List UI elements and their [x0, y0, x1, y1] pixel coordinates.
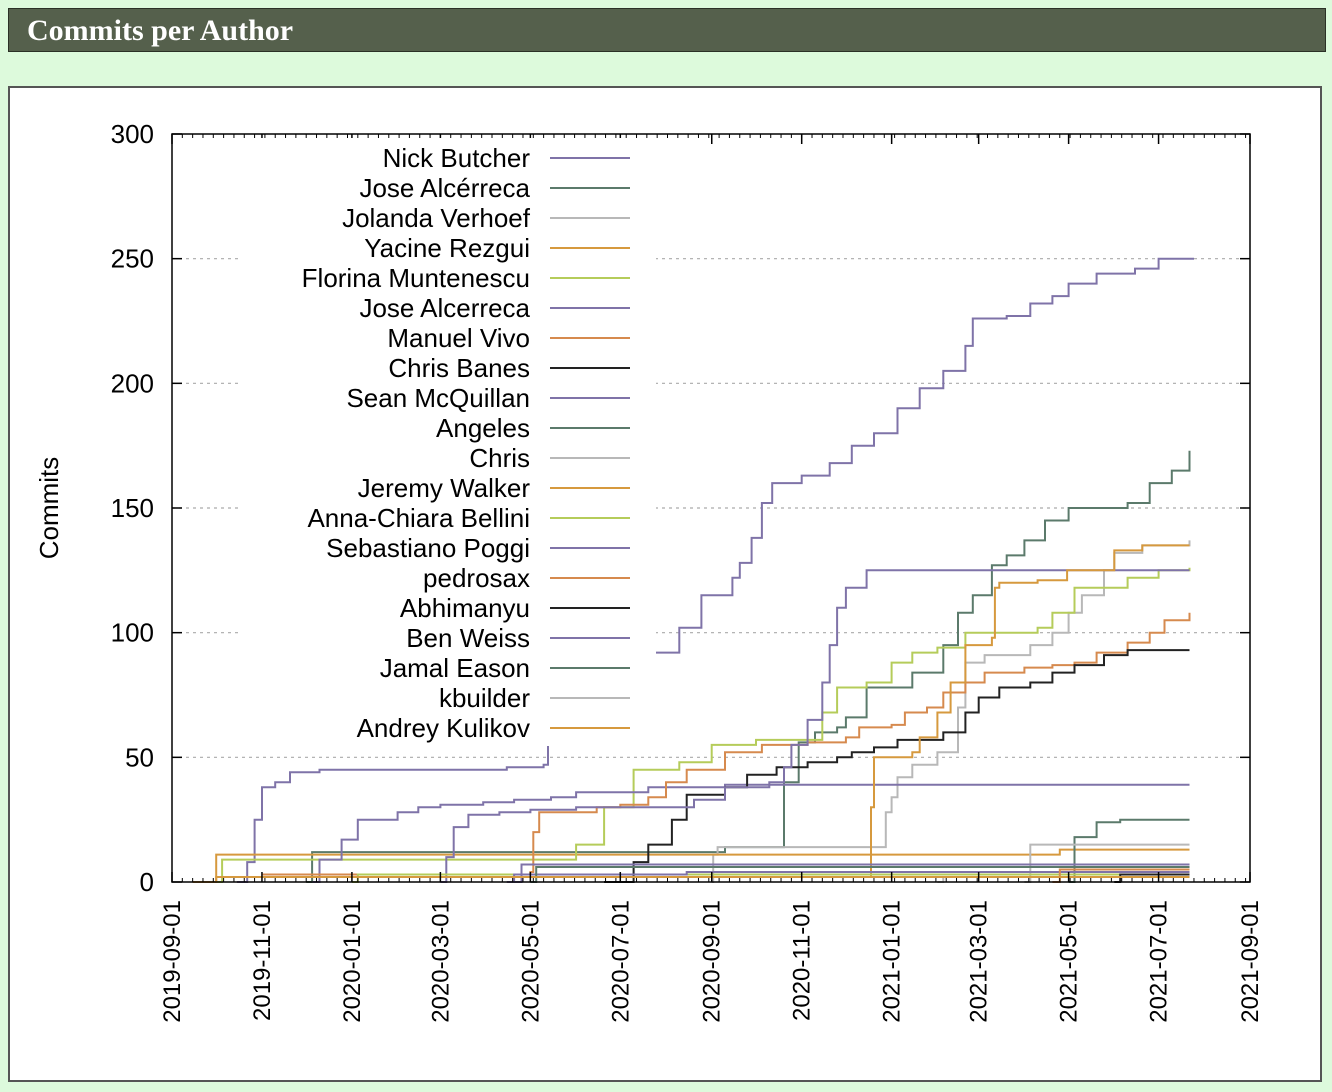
x-tick-label: 2021-05-01 — [1056, 900, 1083, 1023]
legend-label: Sean McQuillan — [346, 383, 530, 413]
legend-label: Yacine Rezgui — [364, 233, 530, 263]
x-tick-label: 2021-03-01 — [966, 900, 993, 1023]
y-axis-label: Commits — [34, 457, 64, 560]
page-header: Commits per Author — [8, 8, 1326, 52]
legend-label: Anna-Chiara Bellini — [307, 503, 530, 533]
x-tick-label: 2021-09-01 — [1237, 900, 1264, 1023]
legend-label: Angeles — [436, 413, 530, 443]
legend-label: Chris Banes — [388, 353, 530, 383]
legend-label: Ben Weiss — [406, 623, 530, 653]
legend-label: Jose Alcérreca — [359, 173, 530, 203]
page-title: Commits per Author — [27, 14, 294, 47]
series-line-9 — [440, 569, 1190, 883]
legend-label: kbuilder — [439, 683, 530, 713]
y-tick-labels: 0 50 100 150 200 250 300 — [111, 119, 154, 897]
series-line-2 — [306, 450, 1191, 883]
series-line-1 — [236, 257, 1194, 883]
x-tick-labels: 2019-09-01 2019-11-01 2020-01-01 2020-03-01… — [159, 900, 1264, 1023]
y-tick-label: 250 — [111, 244, 154, 274]
x-tick-label: 2020-11-01 — [789, 900, 816, 1021]
legend-label: Florina Muntenescu — [302, 263, 530, 293]
legend-label: Sebastiano Poggi — [326, 533, 530, 563]
legend-label: Manuel Vivo — [387, 323, 530, 353]
y-tick-label: 100 — [111, 618, 154, 648]
x-tick-label: 2020-05-01 — [517, 900, 544, 1023]
x-tick-label: 2020-01-01 — [339, 900, 366, 1023]
legend-label: Jolanda Verhoef — [342, 203, 531, 233]
y-tick-label: 0 — [140, 867, 154, 897]
series-line-8 — [604, 649, 1190, 883]
x-tick-label: 2019-09-01 — [159, 900, 186, 1023]
legend-label: Jose Alcerreca — [359, 293, 530, 323]
chart-frame: 0 50 100 150 200 250 300 2019-09-01 2019-11-01 2… — [8, 86, 1322, 1082]
y-tick-label: 150 — [111, 493, 154, 523]
legend-label: Jamal Eason — [380, 653, 530, 683]
y-tick-label: 200 — [111, 368, 154, 398]
legend-label: pedrosax — [423, 563, 530, 593]
legend-label: Nick Butcher — [383, 143, 531, 173]
y-tick-label: 50 — [125, 742, 154, 772]
x-tick-label: 2021-07-01 — [1146, 900, 1173, 1023]
series-line-12 — [837, 544, 1190, 878]
x-tick-label: 2020-07-01 — [607, 900, 634, 1023]
x-tick-label: 2019-11-01 — [249, 900, 276, 1021]
legend-background — [240, 138, 656, 746]
y-tick-label: 300 — [111, 119, 154, 149]
legend-label: Abhimanyu — [400, 593, 530, 623]
x-tick-label: 2020-03-01 — [427, 900, 454, 1023]
series-line-6 — [312, 783, 1190, 883]
legend-label: Chris — [469, 443, 530, 473]
legend-label: Jeremy Walker — [358, 473, 531, 503]
series-line-16 — [1114, 873, 1190, 883]
x-tick-label: 2020-09-01 — [699, 900, 726, 1023]
legend-label: Andrey Kulikov — [357, 713, 530, 743]
x-tick-label: 2021-01-01 — [879, 900, 906, 1023]
axis-ticks — [171, 133, 1251, 883]
